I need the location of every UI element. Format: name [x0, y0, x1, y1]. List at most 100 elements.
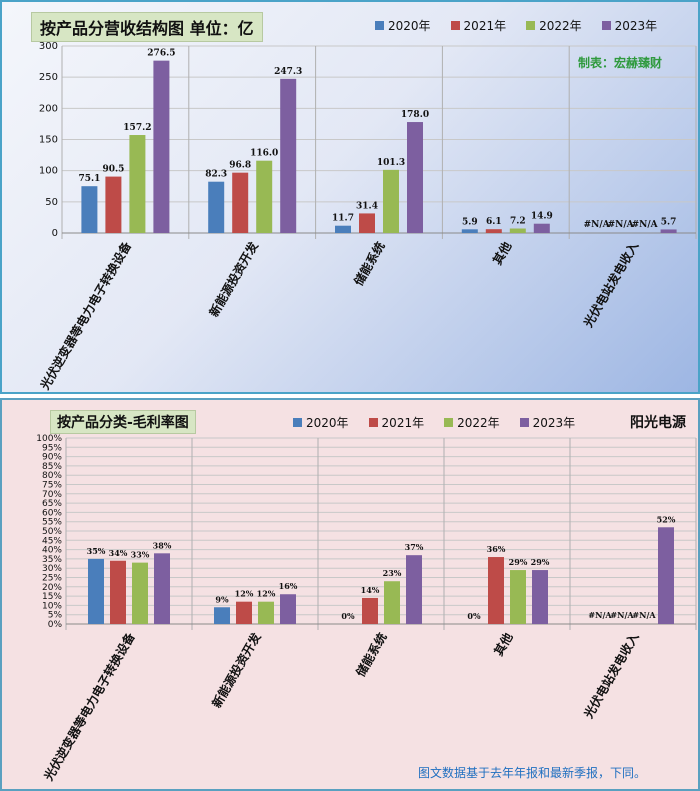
- data-label: 12%: [257, 589, 276, 599]
- data-label: 12%: [235, 589, 254, 599]
- legend-item-2021: 2021年: [450, 17, 507, 34]
- x-category-label: 新能源投资开发: [209, 629, 264, 710]
- data-label: 5.7: [661, 217, 677, 227]
- bar-2023年: [660, 229, 677, 233]
- legend-label: 2020年: [388, 19, 431, 33]
- y-tick-label: 20%: [42, 583, 62, 593]
- y-tick-label: 55%: [42, 518, 62, 528]
- x-category-label: 光伏逆变器等电力电子转换设备: [36, 238, 134, 393]
- y-tick-label: 0%: [48, 620, 63, 630]
- data-label: #N/A: [610, 610, 634, 620]
- data-label: 29%: [531, 557, 550, 567]
- data-label: 38%: [153, 540, 172, 550]
- data-label: 31.4: [356, 201, 378, 211]
- bar-2021年: [105, 176, 122, 233]
- bar-2021年: [110, 560, 126, 624]
- bar-2021年: [359, 213, 375, 233]
- y-tick-label: 300: [39, 41, 58, 52]
- x-category-label: 储能系统: [353, 630, 390, 679]
- data-label: 90.5: [102, 165, 124, 175]
- data-label: 96.8: [229, 161, 251, 171]
- legend-label: 2021年: [463, 19, 507, 33]
- data-label: #N/A: [632, 220, 659, 230]
- y-tick-label: 95%: [42, 443, 62, 453]
- data-label: 34%: [109, 548, 128, 558]
- x-category-label: 光伏逆变器等电力电子转换设备: [40, 629, 138, 784]
- x-category-label: 光伏电站发电收入: [580, 630, 641, 722]
- bar-2023年: [658, 527, 674, 624]
- bar-2023年: [406, 555, 422, 624]
- legend-label: 2020年: [306, 416, 349, 430]
- data-label: 9%: [215, 594, 229, 604]
- y-tick-label: 150: [39, 135, 58, 146]
- bar-2022年: [509, 228, 526, 233]
- y-tick-label: 50: [45, 197, 58, 208]
- legend-swatch: [526, 21, 536, 30]
- y-tick-label: 85%: [42, 462, 62, 472]
- legend-swatch: [368, 418, 378, 427]
- legend-swatch: [444, 418, 454, 427]
- y-tick-label: 0: [52, 228, 58, 239]
- y-tick-label: 60%: [42, 508, 62, 518]
- data-label: 23%: [383, 568, 402, 578]
- legend-swatch: [375, 21, 384, 30]
- bar-2022年: [256, 160, 273, 233]
- legend-swatch: [293, 418, 302, 427]
- bar-2021年: [232, 172, 249, 233]
- margin-legend: 2020年 2021年 2022年 2023年: [293, 414, 575, 431]
- data-label: 52%: [657, 514, 676, 524]
- data-label: 29%: [509, 557, 528, 567]
- bar-2022年: [132, 562, 148, 624]
- data-label: 75.1: [78, 174, 100, 184]
- x-category-label: 其他: [491, 630, 516, 658]
- legend-item-2020: 2020年: [293, 414, 349, 431]
- bar-2022年: [129, 135, 146, 233]
- legend-item-2023: 2023年: [519, 414, 576, 431]
- data-label: #N/A: [632, 610, 656, 620]
- company-name: 阳光电源: [630, 415, 686, 431]
- data-label: 101.3: [377, 158, 405, 168]
- legend-label: 2022年: [539, 19, 582, 33]
- y-tick-label: 80%: [42, 471, 62, 481]
- data-label: 11.7: [332, 214, 354, 224]
- bar-2020年: [335, 225, 351, 233]
- legend-item-2022: 2022年: [444, 414, 500, 431]
- bar-2020年: [208, 181, 225, 233]
- bar-2023年: [280, 594, 296, 624]
- legend-label: 2023年: [532, 416, 576, 430]
- bar-2022年: [510, 570, 526, 624]
- data-label: 178.0: [401, 110, 429, 120]
- bar-2021年: [236, 601, 252, 624]
- bar-2023年: [533, 223, 550, 233]
- x-category-label: 光伏电站发电收入: [580, 239, 641, 331]
- data-label: #N/A: [588, 610, 612, 620]
- legend-label: 2021年: [381, 416, 425, 430]
- data-label: #N/A: [608, 220, 635, 230]
- x-category-label: 新能源投资开发: [206, 238, 261, 319]
- legend-label: 2023年: [614, 19, 658, 33]
- y-tick-label: 100%: [36, 434, 62, 444]
- margin-chart-title: 按产品分类-毛利率图: [50, 410, 196, 434]
- legend-item-2021: 2021年: [368, 414, 425, 431]
- bar-2021年: [485, 229, 502, 233]
- bar-2022年: [258, 601, 274, 624]
- footnote: 图文数据基于去年年报和最新季报，下同。: [418, 766, 647, 780]
- data-label: 6.1: [486, 217, 502, 227]
- data-label: 82.3: [205, 170, 227, 180]
- bar-2021年: [488, 557, 504, 624]
- data-label: 14%: [361, 585, 380, 595]
- y-tick-label: 50%: [42, 527, 62, 537]
- y-tick-label: 40%: [42, 546, 62, 556]
- data-label: 5.9: [462, 217, 478, 227]
- y-tick-label: 15%: [42, 592, 62, 602]
- data-label: 37%: [405, 542, 424, 552]
- bar-2021年: [362, 597, 378, 624]
- y-tick-label: 65%: [42, 499, 62, 509]
- y-tick-label: 90%: [42, 453, 62, 463]
- y-tick-label: 75%: [42, 481, 62, 491]
- y-tick-label: 250: [39, 72, 58, 83]
- data-label: 247.3: [274, 67, 302, 77]
- y-tick-label: 200: [39, 103, 58, 114]
- data-label: #N/A: [584, 220, 611, 230]
- data-label: 0%: [467, 611, 481, 621]
